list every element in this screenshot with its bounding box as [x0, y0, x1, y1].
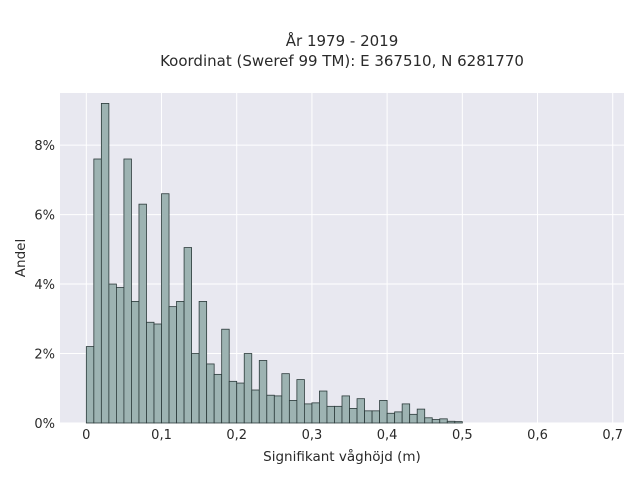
histogram-bar-17 [213, 373, 223, 424]
histogram-bar-8 [146, 321, 155, 424]
x-tick-labels: 0 0,1 0,2 0,3 0,4 0,5 0,6 0,7 [82, 428, 623, 443]
histogram-bar-35 [349, 408, 358, 424]
histogram-bar-33 [334, 405, 343, 424]
histogram-bar-2 [100, 103, 110, 424]
histogram-bar-13 [183, 247, 193, 424]
histogram-bar-16 [206, 363, 215, 424]
histogram-bar-6 [131, 301, 140, 424]
histogram-bar-18 [221, 328, 230, 424]
histogram-bar-39 [379, 400, 388, 424]
x-tick-label-3: 0,3 [302, 428, 323, 443]
histogram-bar-38 [371, 410, 380, 424]
x-tick-label-4: 0,4 [377, 428, 398, 443]
histogram-bar-30 [311, 402, 320, 424]
y-tick-label-4: 8% [34, 139, 55, 154]
histogram-bar-14 [191, 353, 200, 424]
y-axis-label: Andel [13, 239, 29, 277]
y-tick-label-1: 2% [34, 348, 55, 363]
x-tick-label-6: 0,6 [527, 428, 548, 443]
y-tick-labels: 0% 2% 4% 6% 8% [34, 139, 55, 432]
histogram-bar-19 [228, 380, 238, 424]
x-tick-label-1: 0,1 [151, 428, 172, 443]
histogram-bar-47 [439, 418, 448, 424]
histogram-bar-46 [431, 419, 441, 424]
histogram-bar-22 [251, 389, 260, 424]
histogram-bar-7 [138, 203, 147, 424]
histogram-bar-15 [198, 301, 208, 424]
histogram-bar-42 [401, 403, 411, 424]
histogram-bar-28 [296, 379, 305, 424]
x-tick-label-2: 0,2 [226, 428, 247, 443]
chart-title-line-1: År 1979 - 2019 [286, 31, 399, 50]
histogram-bar-34 [341, 395, 350, 424]
histogram-bar-26 [281, 373, 290, 424]
histogram-bar-12 [176, 301, 185, 424]
histogram-bar-36 [356, 398, 365, 424]
histogram-bar-9 [153, 323, 162, 424]
histogram-bar-5 [123, 158, 132, 424]
chart-title-line-2: Koordinat (Sweref 99 TM): E 367510, N 62… [160, 52, 524, 70]
histogram-bar-40 [386, 412, 396, 424]
histogram-bar-41 [394, 411, 403, 424]
histogram-bar-27 [288, 400, 298, 424]
histogram-bar-32 [326, 405, 335, 424]
histogram-bar-20 [236, 382, 245, 424]
x-tick-label-7: 0,7 [602, 428, 623, 443]
histogram-bar-43 [409, 413, 418, 424]
histogram-bar-45 [424, 417, 433, 424]
histogram-bar-10 [161, 193, 170, 424]
histogram-bar-44 [416, 408, 426, 424]
histogram-bar-3 [108, 283, 117, 424]
histogram-bar-24 [266, 394, 275, 424]
y-tick-label-0: 0% [34, 417, 55, 432]
histogram-bar-21 [243, 353, 253, 424]
histogram-bar-23 [258, 360, 268, 424]
histogram-bar-48 [446, 420, 456, 424]
histogram-bar-49 [454, 421, 463, 424]
histogram-bar-1 [93, 158, 102, 424]
histogram-bar-37 [364, 410, 373, 424]
histogram-bar-0 [85, 346, 95, 424]
x-tick-label-5: 0,5 [452, 428, 473, 443]
histogram-bar-29 [303, 403, 313, 424]
histogram-bar-4 [116, 287, 125, 424]
x-tick-label-0: 0 [82, 428, 90, 443]
histogram-bars [85, 103, 463, 424]
y-tick-label-2: 4% [34, 278, 55, 293]
x-axis-label: Signifikant våghöjd (m) [263, 448, 421, 465]
y-tick-label-3: 6% [34, 209, 55, 224]
histogram-bar-25 [273, 395, 283, 424]
histogram-bar-11 [168, 306, 177, 424]
histogram-bar-31 [319, 390, 328, 424]
